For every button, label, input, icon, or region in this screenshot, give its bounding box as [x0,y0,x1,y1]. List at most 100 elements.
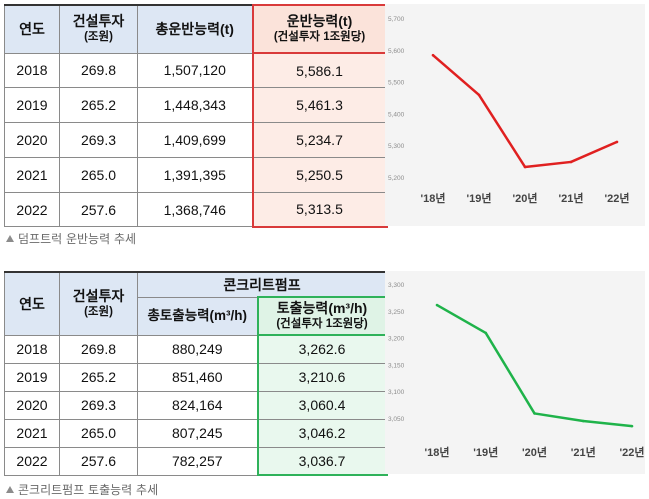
dump-truck-chart: 5,700 5,600 5,500 5,400 5,300 5,200 '18년 '19년 '2… [385,4,645,226]
header-invest-label: 건설투자 [72,13,125,30]
caption-concrete-pump: 콘크리트펌프 토출능력 추세 [6,481,158,498]
dump-truck-section: 연도 건설투자 (조원) 총운반능력(t) 운반능력(t) (건설투자 1조원당… [4,4,645,228]
header-invest-label: 건설투자 [72,287,125,304]
y-tick-label: 3,100 [388,389,405,396]
cell-capacity: 3,046.2 [256,418,388,448]
data-point [630,424,634,428]
cell-year: 2020 [4,390,60,420]
y-tick-label: 5,200 [388,175,405,182]
header-total-discharge: 총토출능력(m³/h) [137,296,258,336]
data-point [477,93,481,97]
x-tick-label: '22년 [605,191,630,205]
data-point [484,331,488,335]
x-tick-label: '21년 [571,445,596,459]
cell-capacity: 3,210.6 [256,362,388,392]
cell-invest: 265.2 [59,87,138,124]
y-tick-label: 3,250 [388,309,405,316]
cell-invest: 257.6 [59,446,138,476]
cell-capacity: 5,234.7 [251,122,388,158]
header-group-concrete-pump: 콘크리트펌프 [137,271,387,298]
cell-capacity: 5,461.3 [251,87,388,124]
data-point [615,140,619,144]
header-discharge-label: 토출능력(m³/h) [276,300,368,316]
dump-truck-line-chart: 5,700 5,600 5,500 5,400 5,300 5,200 '18년 '19년 '2… [388,16,630,205]
table-row: 2022 257.6 1,368,746 5,313.5 [4,191,388,228]
x-tick-label: '20년 [513,191,538,205]
triangle-up-icon [6,235,14,242]
data-point [435,303,439,307]
x-tick-label: '18년 [421,191,446,205]
caption-dump-truck: 덤프트럭 운반능력 추세 [6,230,136,247]
series-line [436,303,633,428]
concrete-pump-table: 연도 건설투자 (조원) 콘크리트펌프 총토출능력(m³/h) 토출능력(m³/… [4,271,388,476]
header-invest: 건설투자 (조원) [59,271,138,336]
cell-capacity: 5,586.1 [251,52,388,89]
cell-invest: 257.6 [59,191,138,228]
header-capacity-label: 운반능력(t) [286,13,353,29]
cell-year: 2021 [4,418,60,448]
header-invest: 건설투자 (조원) [59,4,138,54]
cell-total: 1,368,746 [137,191,253,228]
table-row: 2022 257.6 782,257 3,036.7 [4,446,388,476]
caption-dump-truck-text: 덤프트럭 운반능력 추세 [18,232,137,246]
header-year: 연도 [4,271,60,336]
dump-truck-table: 연도 건설투자 (조원) 총운반능력(t) 운반능력(t) (건설투자 1조원당… [4,4,388,228]
data-point [569,160,573,164]
series-line [432,54,618,169]
data-point [523,165,527,169]
cell-invest: 269.3 [59,122,138,158]
header-capacity-per-trillion: 운반능력(t) (건설투자 1조원당) [251,4,388,54]
x-tick-label: '18년 [425,445,450,459]
y-tick-label: 5,300 [388,143,405,150]
cell-invest: 265.0 [59,156,138,193]
header-year: 연도 [4,4,60,54]
y-tick-label: 5,400 [388,111,405,118]
table-row: 2018 269.8 1,507,120 5,586.1 [4,52,388,89]
table-row: 2019 265.2 851,460 3,210.6 [4,362,388,392]
cell-year: 2022 [4,446,60,476]
cell-year: 2018 [4,334,60,364]
cell-total: 1,507,120 [137,52,253,89]
table-header-row: 연도 건설투자 (조원) 총운반능력(t) 운반능력(t) (건설투자 1조원당… [4,4,388,54]
y-tick-label: 3,050 [388,416,405,423]
cell-total: 880,249 [137,334,258,364]
x-tick-label: '21년 [559,191,584,205]
cell-invest: 269.3 [59,390,138,420]
data-point [533,412,536,415]
cell-total: 1,391,395 [137,156,253,193]
cell-capacity: 5,250.5 [251,156,388,193]
triangle-up-icon [6,486,14,493]
table-row: 2020 269.3 1,409,699 5,234.7 [4,122,388,158]
data-point [431,53,435,57]
header-discharge-sub: (건설투자 1조원당) [276,318,368,330]
cell-capacity: 5,313.5 [251,191,388,228]
x-tick-label: '20년 [522,445,547,459]
table-row: 2018 269.8 880,249 3,262.6 [4,334,388,364]
cell-year: 2020 [4,122,60,158]
cell-invest: 265.2 [59,362,138,392]
cell-capacity: 3,036.7 [256,446,388,476]
cell-invest: 269.8 [59,52,138,89]
data-point [581,419,585,423]
y-tick-label: 3,200 [388,336,405,343]
header-capacity-sub: (건설투자 1조원당) [273,31,366,43]
concrete-pump-section: 연도 건설투자 (조원) 콘크리트펌프 총토출능력(m³/h) 토출능력(m³/… [4,271,645,476]
x-tick-label: '19년 [467,191,492,205]
cell-total: 807,245 [137,418,258,448]
cell-capacity: 3,262.6 [256,334,388,364]
cell-invest: 265.0 [59,418,138,448]
cell-year: 2018 [4,52,60,89]
caption-concrete-pump-text: 콘크리트펌프 토출능력 추세 [18,483,159,497]
y-tick-label: 3,300 [388,282,405,289]
header-invest-unit: (조원) [84,305,113,318]
table-row: 2019 265.2 1,448,343 5,461.3 [4,87,388,124]
cell-year: 2022 [4,191,60,228]
cell-total: 1,409,699 [137,122,253,158]
y-tick-label: 5,500 [388,80,405,87]
x-tick-label: '19년 [473,445,498,459]
header-discharge-per-trillion: 토출능력(m³/h) (건설투자 1조원당) [256,296,388,336]
cell-year: 2019 [4,362,60,392]
y-tick-label: 3,150 [388,362,405,369]
cell-capacity: 3,060.4 [256,390,388,420]
cell-total: 851,460 [137,362,258,392]
